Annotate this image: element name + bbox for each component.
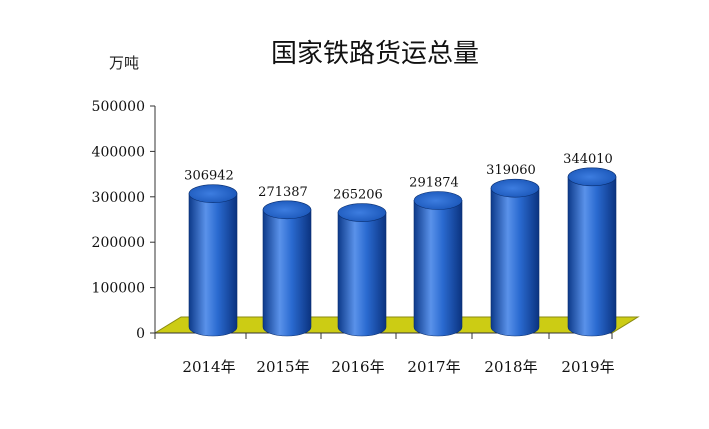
bar-body <box>413 200 463 337</box>
y-tick-label: 500000 <box>92 99 145 115</box>
y-axis-unit-label: 万吨 <box>109 54 139 72</box>
chart-title: 国家铁路货运总量 <box>271 39 479 69</box>
bar-body <box>490 187 540 337</box>
x-tick-label: 2019年 <box>561 358 614 376</box>
data-label: 306942 <box>184 169 234 184</box>
bar <box>262 200 312 337</box>
bar <box>337 203 387 337</box>
y-tick-label: 200000 <box>92 235 145 251</box>
x-tick-label: 2018年 <box>484 358 537 376</box>
y-tick-label: 400000 <box>92 144 145 160</box>
y-tick-label: 300000 <box>92 190 145 206</box>
x-tick-label: 2016年 <box>331 358 384 376</box>
axes: 0 100000 200000 300000 400000 500000 2014年 2015… <box>92 99 615 376</box>
bars <box>188 167 617 337</box>
bar-top-cap <box>490 178 540 198</box>
x-tick-label: 2014年 <box>182 358 235 376</box>
y-tick-label: 0 <box>136 326 145 342</box>
data-label: 291874 <box>409 175 459 190</box>
data-labels: 306942 271387 265206 291874 319060 344010 <box>184 152 613 203</box>
x-tick-label: 2017年 <box>407 358 460 376</box>
data-label: 344010 <box>563 152 613 167</box>
data-label: 319060 <box>486 163 536 178</box>
bar <box>490 178 540 337</box>
bar <box>188 184 238 337</box>
bar-body <box>262 209 312 337</box>
bar-body <box>188 193 238 337</box>
bar-top-cap <box>567 167 617 187</box>
bar-body <box>337 212 387 337</box>
data-label: 271387 <box>258 185 308 200</box>
x-tick-label: 2015年 <box>256 358 309 376</box>
bar-body <box>567 176 617 337</box>
bar <box>413 191 463 337</box>
bar-top-cap <box>413 191 463 210</box>
y-tick-label: 100000 <box>92 281 145 297</box>
bar-top-cap <box>337 203 387 222</box>
bar <box>567 167 617 337</box>
bar-top-cap <box>262 200 312 220</box>
data-label: 265206 <box>333 188 383 203</box>
bar-top-cap <box>188 184 238 203</box>
